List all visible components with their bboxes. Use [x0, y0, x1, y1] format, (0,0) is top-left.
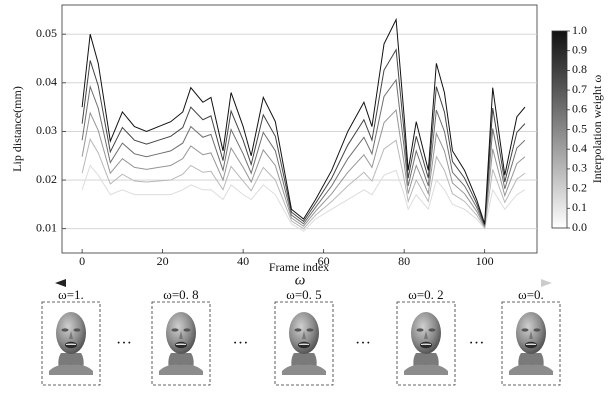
y-tick-label: 0.02	[36, 172, 57, 186]
ellipsis: …	[469, 331, 485, 348]
colorbar-tick-label: 0.8	[572, 62, 587, 76]
face-render	[509, 312, 553, 375]
series-line	[82, 139, 525, 228]
series-line	[82, 110, 525, 227]
y-tick-label: 0.01	[36, 220, 57, 234]
face-label: ω=1.	[58, 287, 84, 302]
figure: Lip distance(mm) Frame index Interpolati…	[0, 0, 611, 391]
colorbar-tick-label: 0.5	[572, 121, 587, 135]
colorbar	[552, 31, 567, 228]
x-tick-label: 100	[476, 254, 494, 268]
face-label: ω=0. 2	[408, 287, 443, 302]
series-line	[82, 50, 525, 225]
x-tick-label: 80	[398, 254, 410, 268]
y-tick-label: 0.04	[36, 75, 57, 89]
ellipsis: …	[355, 331, 371, 348]
face-label: ω=0. 8	[163, 287, 198, 302]
colorbar-tick-label: 0.4	[572, 141, 587, 155]
colorbar-tick-label: 0.0	[572, 220, 587, 234]
x-tick-label: 40	[237, 254, 249, 268]
colorbar-tick-label: 0.9	[572, 42, 587, 56]
y-tick-label: 0.03	[36, 123, 57, 137]
y-tick-label: 0.05	[36, 26, 57, 40]
series-line	[82, 80, 525, 226]
arrow-head-right	[541, 279, 552, 287]
y-axis-label: Lip distance(mm)	[10, 86, 24, 172]
x-tick-label: 60	[318, 254, 330, 268]
ellipsis: …	[233, 331, 249, 348]
colorbar-tick-label: 0.6	[572, 102, 587, 116]
ellipsis: …	[116, 331, 132, 348]
colorbar-tick-label: 0.7	[572, 82, 587, 96]
colorbar-label: Interpolation weight ω	[590, 75, 604, 184]
colorbar-tick-label: 0.2	[572, 180, 587, 194]
face-render	[49, 312, 93, 375]
face-render	[159, 312, 203, 375]
page: {"chart_data": {"type": "line", "x_label…	[0, 0, 611, 391]
face-label: ω=0. 5	[286, 287, 321, 302]
face-render	[404, 312, 448, 375]
x-tick-label: 20	[157, 254, 169, 268]
colorbar-tick-label: 0.3	[572, 161, 587, 175]
colorbar-tick-label: 1.0	[572, 23, 587, 37]
face-label: ω=0.	[518, 287, 544, 302]
x-tick-label: 0	[79, 254, 85, 268]
series-line	[82, 20, 525, 224]
face-render	[282, 312, 326, 375]
arrow-head-left	[55, 279, 66, 287]
colorbar-tick-label: 0.1	[572, 200, 587, 214]
